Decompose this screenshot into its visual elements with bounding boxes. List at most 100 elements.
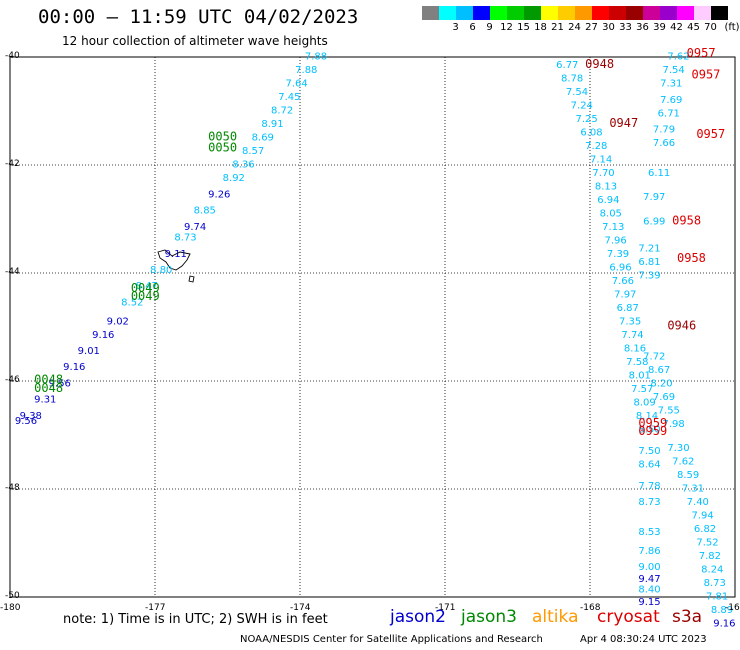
colorbar-label: 27 bbox=[585, 22, 598, 33]
colorbar-label: 12 bbox=[500, 22, 513, 33]
y-tick-label: -50 bbox=[5, 591, 20, 601]
swh-value: 7.97 bbox=[614, 289, 636, 300]
swh-value: 7.31 bbox=[660, 79, 682, 90]
time-label: 0959 bbox=[638, 416, 667, 430]
swh-value: 8.69 bbox=[252, 133, 274, 144]
swh-value: 7.88 bbox=[305, 52, 327, 63]
swh-value: 8.50 bbox=[638, 424, 660, 435]
island-outline bbox=[188, 275, 195, 283]
colorbar-swatch bbox=[456, 6, 473, 20]
swh-value: 8.13 bbox=[595, 181, 617, 192]
swh-value: 8.09 bbox=[634, 397, 656, 408]
colorbar-swatch bbox=[643, 6, 660, 20]
footer-timestamp: Apr 4 08:30:24 UTC 2023 bbox=[580, 634, 707, 645]
colorbar-label: 70 bbox=[704, 22, 717, 33]
swh-value: 6.81 bbox=[638, 257, 660, 268]
swh-value: 7.31 bbox=[682, 484, 704, 495]
swh-value: 8.53 bbox=[638, 527, 660, 538]
swh-value: 7.69 bbox=[653, 392, 675, 403]
swh-value: 8.80 bbox=[150, 265, 172, 276]
x-tick-label: -174 bbox=[290, 603, 311, 613]
swh-value: 7.24 bbox=[571, 100, 593, 111]
colorbar-swatch bbox=[592, 6, 609, 20]
swh-value: 8.47 bbox=[136, 281, 158, 292]
time-label: 0947 bbox=[609, 116, 638, 130]
swh-value: 7.72 bbox=[643, 351, 665, 362]
swh-value: 8.73 bbox=[174, 233, 196, 244]
swh-value: 7.14 bbox=[590, 154, 612, 165]
swh-value: 9.11 bbox=[165, 249, 187, 260]
swh-value: 7.57 bbox=[631, 384, 653, 395]
satellite-legend-item: altika bbox=[532, 607, 579, 627]
time-label: 0948 bbox=[585, 57, 614, 71]
swh-value: 6.71 bbox=[658, 108, 680, 119]
swh-value: 7.97 bbox=[643, 192, 665, 203]
swh-value: 8.20 bbox=[650, 378, 672, 389]
swh-value: 8.73 bbox=[638, 497, 660, 508]
swh-value: 8.91 bbox=[261, 119, 283, 130]
page-title: 00:00 – 11:59 UTC 04/02/2023 bbox=[38, 6, 359, 28]
colorbar-label: 39 bbox=[653, 22, 666, 33]
page-subtitle: 12 hour collection of altimeter wave hei… bbox=[62, 34, 328, 48]
time-label: 0957 bbox=[687, 46, 716, 60]
colorbar-swatch bbox=[677, 6, 694, 20]
swh-value: 9.56 bbox=[49, 378, 71, 389]
colorbar-swatch bbox=[694, 6, 711, 20]
note-text: note: 1) Time is in UTC; 2) SWH is in fe… bbox=[63, 612, 328, 627]
colorbar-label: 18 bbox=[534, 22, 547, 33]
swh-value: 7.52 bbox=[696, 538, 718, 549]
swh-value: 9.16 bbox=[92, 330, 114, 341]
swh-value: 7.58 bbox=[626, 357, 648, 368]
colorbar-swatch bbox=[660, 6, 677, 20]
colorbar-swatch bbox=[490, 6, 507, 20]
swh-value: 7.25 bbox=[576, 114, 598, 125]
swh-value: 8.40 bbox=[638, 585, 660, 596]
colorbar-label: 42 bbox=[670, 22, 683, 33]
colorbar-swatch bbox=[558, 6, 575, 20]
swh-value: 7.40 bbox=[687, 497, 709, 508]
swh-value: 7.21 bbox=[638, 243, 660, 254]
swh-value: 6.08 bbox=[580, 127, 602, 138]
colorbar-unit: (ft) bbox=[724, 22, 740, 33]
swh-value: 6.77 bbox=[556, 60, 578, 71]
y-tick-label: -40 bbox=[5, 51, 20, 61]
colorbar-swatch bbox=[473, 6, 490, 20]
x-tick-label: -177 bbox=[145, 603, 166, 613]
satellite-legend-item: cryosat bbox=[597, 607, 660, 627]
colorbar-swatch bbox=[439, 6, 456, 20]
y-tick-label: -46 bbox=[5, 375, 20, 385]
swh-value: 9.01 bbox=[78, 346, 100, 357]
swh-value: 6.96 bbox=[609, 262, 631, 273]
swh-value: 6.11 bbox=[648, 168, 670, 179]
colorbar-label: 33 bbox=[619, 22, 632, 33]
colorbar-label: 45 bbox=[687, 22, 700, 33]
colorbar-swatch bbox=[575, 6, 592, 20]
swh-value: 9.38 bbox=[20, 411, 42, 422]
swh-value: 7.82 bbox=[699, 551, 721, 562]
colorbar-swatch bbox=[711, 6, 728, 20]
colorbar-swatch bbox=[422, 6, 439, 20]
swh-value: 7.66 bbox=[653, 138, 675, 149]
swh-value: 9.16 bbox=[63, 362, 85, 373]
colorbar-label: 3 bbox=[452, 22, 459, 33]
colorbar-label: 15 bbox=[517, 22, 530, 33]
swh-value: 7.13 bbox=[602, 222, 624, 233]
satellite-legend-item: s3a bbox=[672, 607, 703, 627]
swh-value: 8.01 bbox=[629, 370, 651, 381]
time-label: 0048 bbox=[34, 373, 63, 387]
swh-value: 8.16 bbox=[624, 343, 646, 354]
time-label: 0048 bbox=[34, 381, 63, 395]
y-tick-label: -44 bbox=[5, 267, 20, 277]
swh-value: 8.57 bbox=[242, 146, 264, 157]
swh-value: 7.96 bbox=[605, 235, 627, 246]
swh-value: 8.64 bbox=[638, 459, 660, 470]
time-label: 0957 bbox=[692, 68, 721, 82]
swh-value: 8.89 bbox=[711, 605, 733, 616]
time-label: 0049 bbox=[131, 289, 160, 303]
satellite-legend-item: jason2 bbox=[390, 607, 446, 627]
swh-value: 6.99 bbox=[643, 216, 665, 227]
swh-value: 7.62 bbox=[672, 457, 694, 468]
colorbar-label: 30 bbox=[602, 22, 615, 33]
swh-value: 8.92 bbox=[223, 173, 245, 184]
